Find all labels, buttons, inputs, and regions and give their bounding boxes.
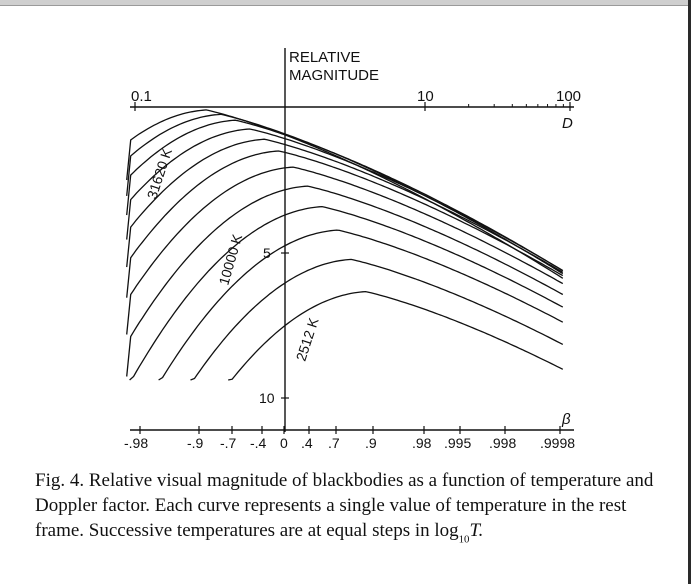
bottom-axis-tick-label: .998 <box>489 435 516 451</box>
bottom-axis-tick-label: .7 <box>328 435 340 451</box>
bottom-axis-tick-label: .9 <box>365 435 377 451</box>
magnitude-axis-tick-label: 5 <box>263 245 271 261</box>
window-right-border <box>688 0 691 584</box>
magnitude-axis-tick-label: 10 <box>259 390 275 406</box>
caption-tail: T. <box>469 520 484 541</box>
temperature-curve-10000K <box>126 150 564 298</box>
temperature-curve-2512K <box>228 290 564 381</box>
bottom-axis-tick-label: .4 <box>301 435 313 451</box>
temperature-curve-5012K <box>129 205 564 381</box>
chart-curves <box>126 109 564 381</box>
temperature-curve-15849K <box>126 128 564 272</box>
bottom-axis-tick-label: -.7 <box>220 435 237 451</box>
bottom-axis-tick-label: -.9 <box>187 435 204 451</box>
caption-text: Relative visual magnitude of blackbodies… <box>35 470 654 541</box>
temperature-curve-3981K <box>158 229 564 381</box>
top-axis-tick-label: 0.1 <box>131 88 152 105</box>
chart-title-line2: MAGNITUDE <box>289 67 379 84</box>
temperature-curve-31620K <box>126 109 564 279</box>
curve-label-2512K: 2512 K <box>293 315 322 363</box>
top-axis-label: D <box>562 115 573 132</box>
bottom-axis-tick-label: .9998 <box>540 435 575 451</box>
bottom-axis-tick-label: 0 <box>280 435 288 451</box>
temperature-curve-7943K <box>126 166 564 335</box>
bottom-axis-label: β <box>561 411 571 428</box>
figure-caption: Fig. 4. Relative visual magnitude of bla… <box>35 468 655 553</box>
temperature-curve-12589K <box>126 138 564 273</box>
temperature-curve-6310K <box>126 185 564 377</box>
temperature-curve-3162K <box>190 258 564 381</box>
chart-axes <box>130 48 574 434</box>
top-axis-tick-label: 100 <box>556 88 581 105</box>
caption-subscript: 10 <box>458 533 470 546</box>
curve-label-31620K: 31620 K <box>144 146 176 201</box>
bottom-axis-tick-label: -.4 <box>250 435 267 451</box>
bottom-axis-tick-label: -.98 <box>124 435 148 451</box>
bottom-axis-tick-label: .98 <box>412 435 432 451</box>
caption-lead: Fig. 4. <box>35 470 85 491</box>
chart-title-line1: RELATIVE <box>289 49 360 66</box>
temperature-curve-25119K <box>126 113 564 275</box>
window-top-border <box>0 0 691 6</box>
top-axis-tick-label: 10 <box>417 88 434 105</box>
bottom-axis-tick-label: .995 <box>444 435 471 451</box>
